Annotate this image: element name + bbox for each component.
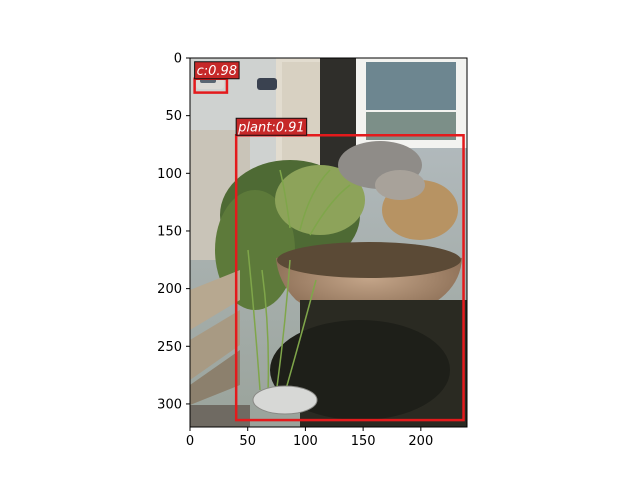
y-tick-label: 100 [157,167,182,182]
x-tick-label: 200 [408,434,433,449]
y-tick-label: 150 [157,224,182,239]
x-tick-label: 100 [293,434,318,449]
detection-label: c:0.98 [197,64,237,79]
x-axis: 0 50 100 150 200 [186,427,433,449]
detection-label: plant:0.91 [237,120,305,135]
photo-planter-scene [190,58,467,427]
x-tick-label: 150 [351,434,376,449]
y-tick-label: 0 [174,52,182,67]
y-axis: 0 50 100 150 200 250 300 [157,52,190,412]
x-tick-label: 50 [239,434,256,449]
detection-label-background [194,61,240,80]
x-tick-label: 0 [186,434,194,449]
y-tick-label: 50 [165,109,182,124]
y-tick-label: 200 [157,282,182,297]
axes-frame [189,57,468,428]
detection-box [234,134,465,422]
y-tick-label: 300 [157,397,182,412]
y-tick-label: 250 [157,340,182,355]
detection-label-background [235,117,308,136]
detections: c:0.98 plant:0.91 [193,61,465,422]
